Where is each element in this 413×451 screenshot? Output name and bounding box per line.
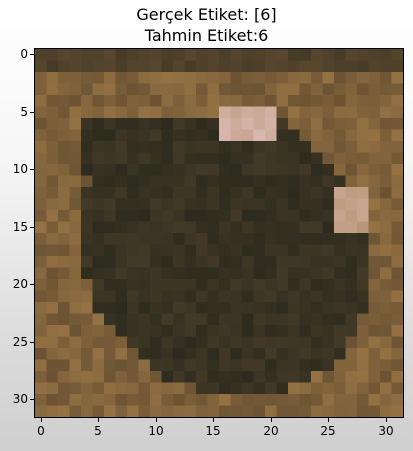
y-tick-5 <box>30 112 34 113</box>
x-tick-10 <box>156 418 157 422</box>
title-predicted-label: Tahmin Etiket:6 <box>144 26 269 45</box>
y-tick-label-15: 15 <box>12 220 28 234</box>
x-tick-label-30: 30 <box>378 424 394 438</box>
y-tick-label-20: 20 <box>12 277 28 291</box>
title-true-label: Gerçek Etiket: [6] <box>136 5 277 24</box>
x-tick-label-15: 15 <box>205 424 221 438</box>
x-tick-label-0: 0 <box>37 424 45 438</box>
x-tick-label-10: 10 <box>148 424 164 438</box>
y-tick-10 <box>30 169 34 170</box>
image-plot-area <box>34 48 404 418</box>
y-tick-25 <box>30 342 34 343</box>
x-tick-0 <box>41 418 42 422</box>
y-tick-0 <box>30 54 34 55</box>
y-tick-30 <box>30 399 34 400</box>
y-tick-label-0: 0 <box>20 47 28 61</box>
x-tick-label-25: 25 <box>320 424 336 438</box>
x-tick-15 <box>213 418 214 422</box>
y-tick-label-10: 10 <box>12 162 28 176</box>
x-tick-label-20: 20 <box>263 424 279 438</box>
y-tick-label-5: 5 <box>20 105 28 119</box>
y-tick-20 <box>30 284 34 285</box>
x-tick-20 <box>271 418 272 422</box>
y-tick-label-30: 30 <box>12 392 28 406</box>
y-tick-label-25: 25 <box>12 335 28 349</box>
x-tick-5 <box>98 418 99 422</box>
pixel-image <box>35 49 403 417</box>
x-tick-30 <box>386 418 387 422</box>
x-tick-25 <box>328 418 329 422</box>
y-tick-15 <box>30 227 34 228</box>
x-tick-label-5: 5 <box>94 424 102 438</box>
